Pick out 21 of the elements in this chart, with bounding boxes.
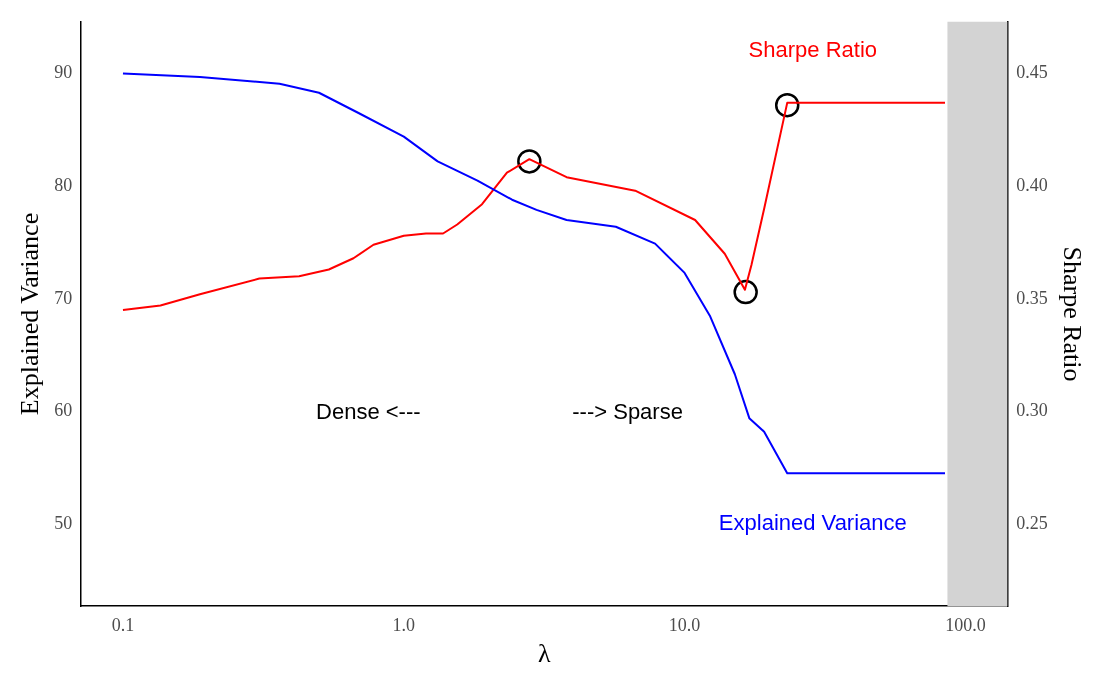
y2-axis-title: Sharpe Ratio [1057,246,1087,382]
y-axis-title: Explained Variance [15,212,45,416]
annotation: ---> Sparse [572,399,683,425]
y2-tick-label: 0.25 [1016,512,1048,533]
y2-tick-label: 0.35 [1016,287,1048,308]
y-tick-label: 80 [54,174,73,195]
x-axis-title: λ [537,639,551,669]
y2-tick-label: 0.45 [1016,62,1048,83]
y2-tick-label: 0.40 [1016,174,1048,195]
x-tick-label: 0.1 [111,614,135,635]
y-tick-label: 70 [54,287,73,308]
series-label: Explained Variance [718,510,907,536]
y-tick-label: 60 [54,400,73,421]
annotation: Dense <--- [316,399,421,425]
x-tick-label: 1.0 [392,614,416,635]
x-tick-label: 10.0 [668,614,701,635]
y2-tick-label: 0.30 [1016,400,1048,421]
y-tick-label: 90 [54,62,73,83]
y-tick-label: 50 [54,512,73,533]
x-tick-label: 100.0 [945,614,986,635]
series-label: Sharpe Ratio [748,37,878,63]
